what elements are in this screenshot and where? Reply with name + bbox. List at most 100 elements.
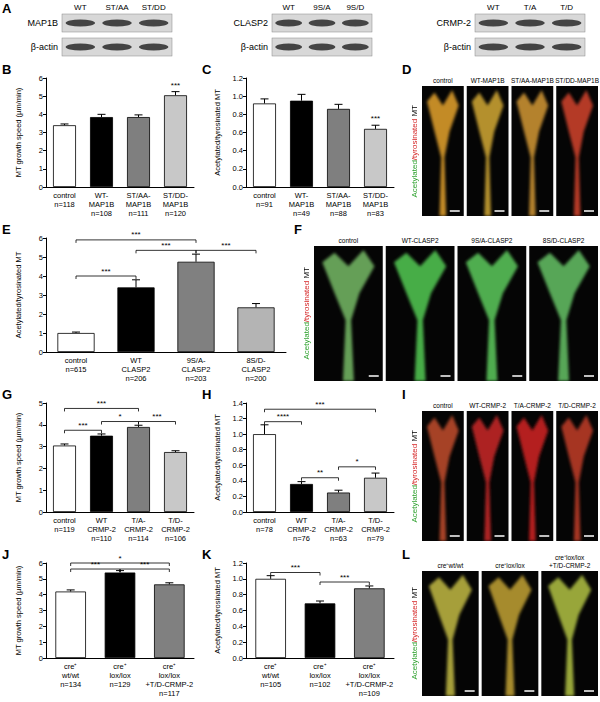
svg-text:CRMP-2: CRMP-2 <box>124 525 153 534</box>
svg-text:cre⁺: cre⁺ <box>163 662 176 671</box>
svg-text:***: *** <box>97 399 106 408</box>
svg-text:n=203: n=203 <box>185 374 206 383</box>
svg-text:***: *** <box>78 421 87 430</box>
svg-text:n=134: n=134 <box>60 680 81 689</box>
svg-text:CLASP2: CLASP2 <box>122 365 151 374</box>
svg-text:n=118: n=118 <box>54 200 75 209</box>
svg-text:β-actin: β-actin <box>31 42 58 52</box>
svg-text:4: 4 <box>39 110 43 119</box>
svg-text:CRMP-2: CRMP-2 <box>436 18 471 28</box>
svg-text:ST/AA-: ST/AA- <box>326 191 351 200</box>
svg-text:0.6: 0.6 <box>233 461 243 470</box>
svg-text:***: *** <box>152 412 161 421</box>
svg-text:3: 3 <box>39 442 43 451</box>
svg-text:1.0: 1.0 <box>233 430 243 439</box>
svg-text:Acetylated/tyrosinated MT: Acetylated/tyrosinated MT <box>213 414 222 501</box>
svg-text:cre⁺: cre⁺ <box>363 662 376 671</box>
svg-text:***: *** <box>161 241 170 250</box>
svg-text:n=108: n=108 <box>91 209 112 218</box>
svg-text:control: control <box>253 516 276 525</box>
svg-text:0.4: 0.4 <box>233 146 243 155</box>
svg-text:control: control <box>65 356 88 365</box>
svg-text:0.6: 0.6 <box>233 128 243 137</box>
svg-text:+T/D-CRMP-2: +T/D-CRMP-2 <box>145 680 193 689</box>
svg-text:1: 1 <box>39 638 43 647</box>
svg-text:WT: WT <box>74 3 87 12</box>
svg-text:3: 3 <box>39 606 43 615</box>
svg-text:6: 6 <box>39 234 43 243</box>
svg-text:MAP1B: MAP1B <box>27 18 58 28</box>
svg-text:lox/lox: lox/lox <box>359 671 381 680</box>
svg-text:9S/A: 9S/A <box>313 3 331 12</box>
svg-text:0.2: 0.2 <box>233 492 243 501</box>
svg-text:0: 0 <box>39 508 43 517</box>
svg-text:1.0: 1.0 <box>233 92 243 101</box>
svg-text:CLASP2: CLASP2 <box>233 18 268 28</box>
svg-text:T/D-: T/D- <box>368 516 383 525</box>
svg-text:n=83: n=83 <box>367 209 384 218</box>
svg-text:1: 1 <box>39 164 43 173</box>
svg-text:0.6: 0.6 <box>233 606 243 615</box>
svg-text:wt/wt: wt/wt <box>61 671 80 680</box>
svg-text:n=117: n=117 <box>159 689 180 698</box>
svg-text:***: *** <box>101 267 110 276</box>
svg-text:3: 3 <box>39 128 43 137</box>
svg-text:0.0: 0.0 <box>233 654 243 663</box>
svg-text:5: 5 <box>39 253 43 262</box>
svg-text:Acetylated/tyrosinated MT: Acetylated/tyrosinated MT <box>14 251 23 338</box>
svg-text:0.8: 0.8 <box>233 445 243 454</box>
svg-text:CRMP-2: CRMP-2 <box>87 525 116 534</box>
svg-text:cre⁺: cre⁺ <box>64 662 77 671</box>
svg-text:8S/D-: 8S/D- <box>246 356 266 365</box>
svg-text:5: 5 <box>39 574 43 583</box>
svg-text:CRMP-2: CRMP-2 <box>361 525 390 534</box>
svg-text:0.4: 0.4 <box>233 622 243 631</box>
svg-text:MAP1B: MAP1B <box>126 200 151 209</box>
svg-text:β-actin: β-actin <box>241 42 268 52</box>
svg-text:***: *** <box>291 563 300 572</box>
svg-text:0.8: 0.8 <box>233 110 243 119</box>
svg-text:*: * <box>118 554 121 563</box>
svg-text:CRMP-2: CRMP-2 <box>324 525 353 534</box>
svg-text:β-actin: β-actin <box>444 42 471 52</box>
svg-text:n=110: n=110 <box>91 534 112 543</box>
svg-text:n=119: n=119 <box>54 525 75 534</box>
svg-text:Acetylated/tyrosinated MT: Acetylated/tyrosinated MT <box>213 567 222 654</box>
svg-text:***: *** <box>131 230 140 239</box>
svg-text:n=200: n=200 <box>245 374 266 383</box>
svg-text:ST/AA-: ST/AA- <box>126 191 151 200</box>
svg-text:1.2: 1.2 <box>233 559 243 568</box>
svg-text:ST/DD-: ST/DD- <box>363 191 389 200</box>
svg-text:5: 5 <box>39 399 43 408</box>
svg-text:n=615: n=615 <box>65 365 86 374</box>
svg-text:2: 2 <box>39 464 43 473</box>
svg-text:CRMP-2: CRMP-2 <box>287 525 316 534</box>
svg-text:2: 2 <box>39 310 43 319</box>
svg-text:*: * <box>118 412 121 421</box>
svg-text:0.8: 0.8 <box>233 590 243 599</box>
svg-text:*: * <box>355 457 358 466</box>
svg-text:0.0: 0.0 <box>233 508 243 517</box>
svg-text:4: 4 <box>39 420 43 429</box>
svg-text:T/A-: T/A- <box>331 516 346 525</box>
svg-text:2: 2 <box>39 146 43 155</box>
svg-text:lox/lox: lox/lox <box>159 671 181 680</box>
svg-text:0.4: 0.4 <box>233 476 243 485</box>
svg-text:CLASP2: CLASP2 <box>182 365 211 374</box>
svg-text:n=105: n=105 <box>260 680 281 689</box>
svg-text:lox/lox: lox/lox <box>109 671 131 680</box>
svg-text:1: 1 <box>39 486 43 495</box>
svg-text:T/D: T/D <box>560 3 573 12</box>
svg-text:control: control <box>53 516 76 525</box>
svg-text:T/A-: T/A- <box>131 516 146 525</box>
svg-text:6: 6 <box>39 74 43 83</box>
svg-text:WT: WT <box>296 516 308 525</box>
svg-text:n=111: n=111 <box>129 209 149 218</box>
svg-text:**: ** <box>317 468 323 477</box>
svg-text:MT growth speed (µm/min): MT growth speed (µm/min) <box>14 412 23 502</box>
svg-text:CLASP2: CLASP2 <box>242 365 271 374</box>
svg-text:T/D-: T/D- <box>168 516 183 525</box>
svg-text:9S/D: 9S/D <box>346 3 364 12</box>
svg-text:WT: WT <box>130 356 142 365</box>
svg-text:n=114: n=114 <box>128 534 149 543</box>
